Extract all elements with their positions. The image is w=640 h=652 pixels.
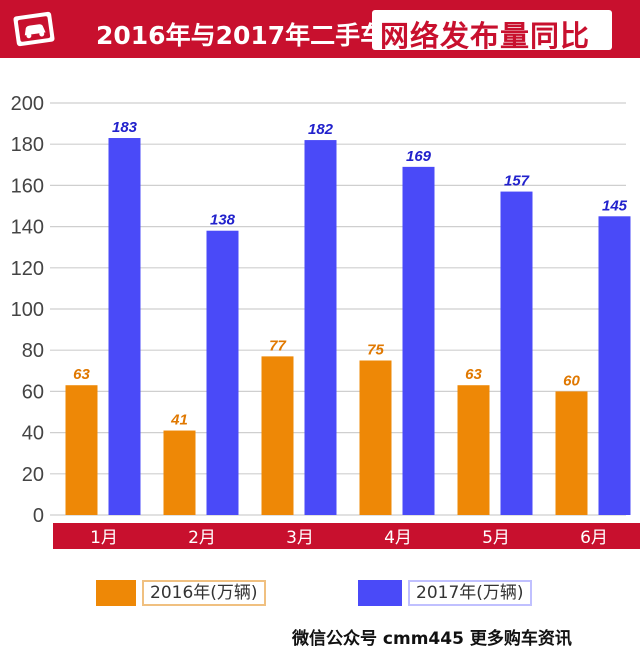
y-tick-label: 60 [22,381,44,403]
bar-2016-3 [261,356,294,515]
data-label: 169 [406,148,432,165]
bar-2017-3 [304,140,337,515]
y-tick-label: 140 [11,217,44,239]
bar-2017-1 [108,138,141,515]
bar-2017-2 [206,230,239,515]
y-tick-label: 200 [11,93,44,115]
data-label: 63 [73,366,90,383]
legend-item-2016: 2016年(万辆) [96,580,286,606]
data-label: 75 [367,342,384,359]
y-tick-label: 100 [11,299,44,321]
data-label: 157 [504,173,530,190]
legend-swatch-2017 [358,580,402,606]
legend-label-2016: 2016年(万辆) [142,580,266,606]
title-part-2: 网络发布量同比 [380,19,591,53]
bar-2016-6 [555,391,588,515]
bar-2016-4 [359,360,392,515]
bar-2017-4 [402,166,435,516]
y-tick-label: 0 [33,505,44,527]
data-label: 41 [170,412,188,429]
data-label: 138 [210,212,236,229]
category-label-box [53,523,155,549]
data-label: 63 [465,366,482,383]
y-tick-label: 40 [22,423,44,445]
data-label: 145 [602,197,628,214]
legend-item-2017: 2017年(万辆) [358,580,548,606]
data-label: 60 [563,372,580,389]
data-label: 183 [112,119,138,136]
title-part-1: 2016年与2017年二手车 [96,21,386,50]
legend-label-2017: 2017年(万辆) [408,580,532,606]
header-banner: 2016年与2017年二手车 网络发布量同比 [0,0,640,58]
bar-2016-2 [163,430,196,515]
data-label: 182 [308,121,334,138]
category-label: 4月 [384,528,412,548]
bar-2016-5 [457,385,490,515]
bar-chart: 0 20 40 60 80 100 120 140 160 180 200 63 183 41 138 77… [11,93,640,549]
category-label-box [347,523,449,549]
title-highlight-box [372,10,612,50]
data-label: 77 [269,337,286,354]
footer-note: 微信公众号 cmm445 更多购车资讯 [292,629,572,649]
category-label-box [249,523,351,549]
car-photo-icon [13,11,55,47]
bar-2017-6 [598,216,631,516]
category-label: 6月 [580,528,608,548]
category-label-box [151,523,253,549]
category-label-box [543,523,640,549]
y-tick-label: 80 [22,340,44,362]
y-tick-label: 160 [11,175,44,197]
category-label: 5月 [482,528,510,548]
category-label: 2月 [188,528,216,548]
category-label-box [445,523,547,549]
category-label: 3月 [286,528,314,548]
y-tick-label: 180 [11,134,44,156]
y-tick-label: 20 [22,464,44,486]
y-tick-label: 120 [11,258,44,280]
bar-2016-1 [65,385,98,515]
legend-swatch-2016 [96,580,136,606]
category-label: 1月 [90,528,118,548]
bar-2017-5 [500,191,533,515]
